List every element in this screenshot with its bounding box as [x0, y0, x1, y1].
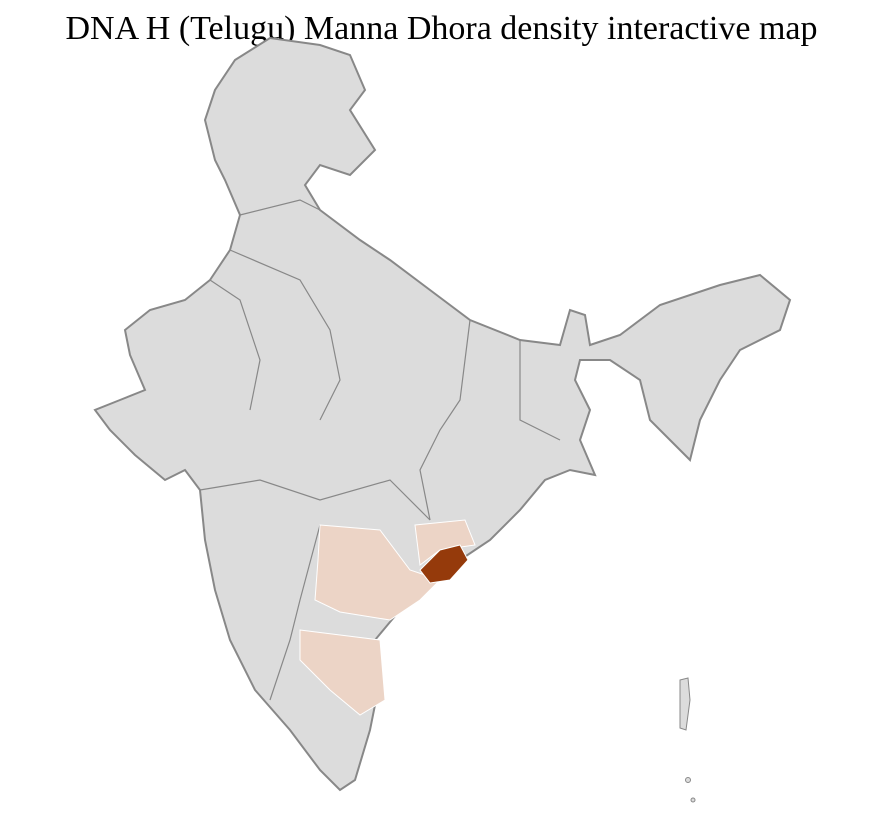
region-high-density[interactable]	[419, 544, 469, 584]
region-low-density[interactable]	[314, 524, 441, 621]
andaman-nicobar-islands	[679, 677, 696, 803]
map-title: DNA H (Telugu) Manna Dhora density inter…	[65, 10, 818, 47]
country-outline[interactable]	[93, 36, 792, 792]
state-borders	[199, 199, 561, 701]
region-low-density[interactable]	[299, 629, 386, 716]
